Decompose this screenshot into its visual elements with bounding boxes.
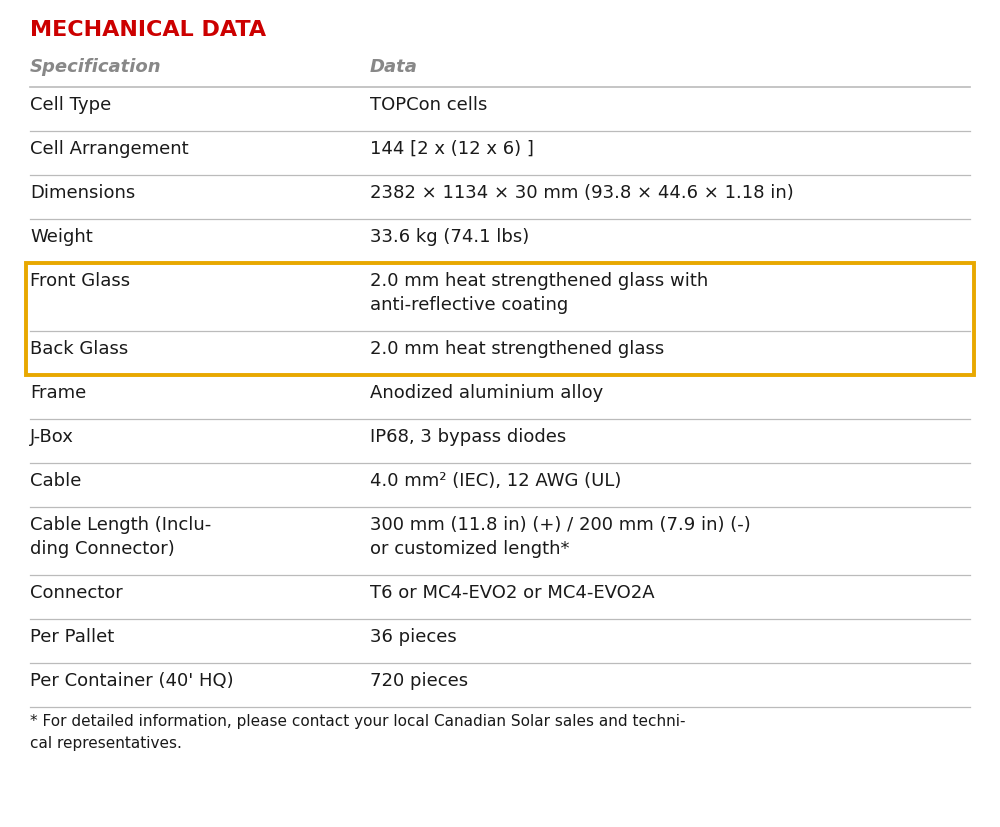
Text: 4.0 mm² (IEC), 12 AWG (UL): 4.0 mm² (IEC), 12 AWG (UL) [370,471,621,490]
Text: Cell Arrangement: Cell Arrangement [30,140,189,158]
Text: IP68, 3 bypass diodes: IP68, 3 bypass diodes [370,428,566,446]
Text: 33.6 kg (74.1 lbs): 33.6 kg (74.1 lbs) [370,227,529,246]
Text: 2382 × 1134 × 30 mm (93.8 × 44.6 × 1.18 in): 2382 × 1134 × 30 mm (93.8 × 44.6 × 1.18 … [370,184,794,202]
Text: Cable: Cable [30,471,81,490]
Text: Specification: Specification [30,58,162,76]
Text: MECHANICAL DATA: MECHANICAL DATA [30,20,266,40]
Text: 36 pieces: 36 pieces [370,627,457,645]
Text: Per Container (40' HQ): Per Container (40' HQ) [30,672,234,689]
Text: Front Glass: Front Glass [30,272,130,289]
Text: TOPCon cells: TOPCon cells [370,96,487,114]
Text: Frame: Frame [30,384,86,402]
Text: Back Glass: Back Glass [30,340,128,357]
Text: 2.0 mm heat strengthened glass: 2.0 mm heat strengthened glass [370,340,664,357]
Text: 2.0 mm heat strengthened glass with
anti-reflective coating: 2.0 mm heat strengthened glass with anti… [370,272,708,313]
Text: Weight: Weight [30,227,93,246]
Text: 720 pieces: 720 pieces [370,672,468,689]
Text: * For detailed information, please contact your local Canadian Solar sales and t: * For detailed information, please conta… [30,713,686,750]
Text: Anodized aluminium alloy: Anodized aluminium alloy [370,384,603,402]
Text: Cell Type: Cell Type [30,96,111,114]
Text: Per Pallet: Per Pallet [30,627,114,645]
Text: Data: Data [370,58,418,76]
Text: Connector: Connector [30,583,123,601]
Text: J-Box: J-Box [30,428,74,446]
Text: Dimensions: Dimensions [30,184,135,202]
Text: 300 mm (11.8 in) (+) / 200 mm (7.9 in) (-)
or customized length*: 300 mm (11.8 in) (+) / 200 mm (7.9 in) (… [370,515,751,557]
Text: T6 or MC4-EVO2 or MC4-EVO2A: T6 or MC4-EVO2 or MC4-EVO2A [370,583,655,601]
Text: Cable Length (Inclu-
ding Connector): Cable Length (Inclu- ding Connector) [30,515,211,557]
Text: 144 [2 x (12 x 6) ]: 144 [2 x (12 x 6) ] [370,140,534,158]
